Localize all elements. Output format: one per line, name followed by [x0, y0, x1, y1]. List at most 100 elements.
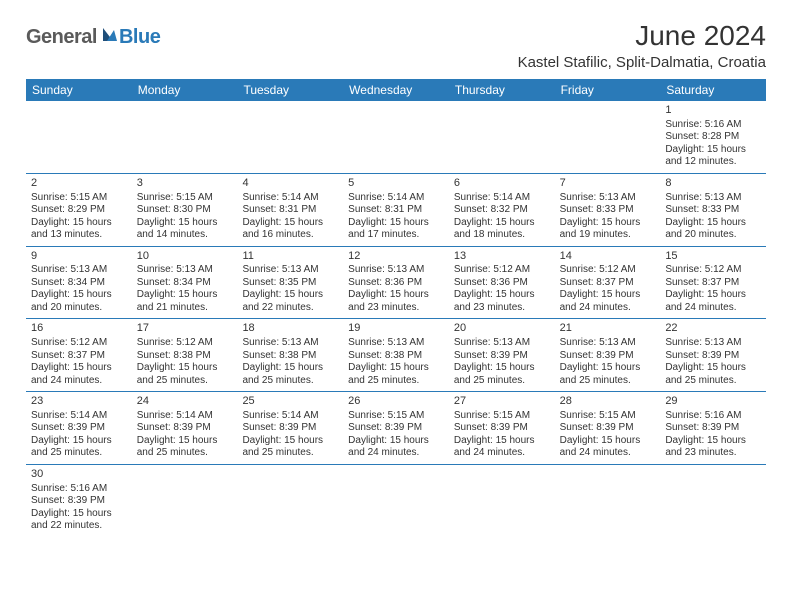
daylight-line-2: and 22 minutes.	[31, 520, 127, 533]
sunrise-label: Sunrise:	[560, 337, 599, 348]
logo-text-general: General	[26, 26, 97, 49]
sunrise-label: Sunrise:	[31, 264, 70, 275]
day-number: 8	[665, 177, 761, 191]
hours-word: hours	[612, 289, 640, 300]
daylight-label: Daylight:	[348, 217, 390, 228]
logo-sail-icon	[101, 26, 119, 49]
and-word: and	[560, 302, 579, 313]
day-number: 14	[560, 250, 656, 264]
daylight-line-1: Daylight: 15 hours	[454, 217, 550, 230]
daylight-line-1: Daylight: 15 hours	[31, 289, 127, 302]
minutes-word: minutes.	[696, 229, 737, 240]
minutes-word: minutes.	[484, 447, 525, 458]
sunrise-line: Sunrise: 5:14 AM	[454, 192, 550, 205]
daylight-minutes: 19	[579, 229, 590, 240]
minutes-word: minutes.	[379, 447, 420, 458]
and-word: and	[137, 229, 156, 240]
sunset-line: Sunset: 8:34 PM	[31, 277, 127, 290]
day-number: 9	[31, 250, 127, 264]
day-cell: 20Sunrise: 5:13 AMSunset: 8:39 PMDayligh…	[449, 319, 555, 391]
day-cell: 10Sunrise: 5:13 AMSunset: 8:34 PMDayligh…	[132, 247, 238, 319]
daylight-label: Daylight:	[665, 217, 707, 228]
sunset-value: 8:31 PM	[279, 204, 316, 215]
sunset-line: Sunset: 8:39 PM	[137, 422, 233, 435]
and-word: and	[560, 447, 579, 458]
weekday-header: Sunday	[26, 79, 132, 101]
sunrise-line: Sunrise: 5:14 AM	[348, 192, 444, 205]
sunset-label: Sunset:	[31, 422, 68, 433]
sunrise-value: 5:15 AM	[599, 410, 636, 421]
blank-cell	[343, 101, 449, 173]
and-word: and	[137, 302, 156, 313]
and-word: and	[31, 520, 50, 531]
day-number: 25	[242, 395, 338, 409]
daylight-minutes: 24	[685, 302, 696, 313]
sunset-label: Sunset:	[665, 350, 702, 361]
sunset-line: Sunset: 8:31 PM	[242, 204, 338, 217]
sunset-value: 8:38 PM	[385, 350, 422, 361]
sunset-line: Sunset: 8:39 PM	[560, 422, 656, 435]
and-word: and	[137, 375, 156, 386]
and-word: and	[454, 229, 473, 240]
sunset-line: Sunset: 8:39 PM	[665, 350, 761, 363]
daylight-label: Daylight:	[31, 217, 73, 228]
sunrise-value: 5:14 AM	[388, 192, 425, 203]
sunset-value: 8:39 PM	[702, 350, 739, 361]
day-number: 21	[560, 322, 656, 336]
sunset-value: 8:38 PM	[279, 350, 316, 361]
daylight-label: Daylight:	[560, 435, 602, 446]
week-row: 30Sunrise: 5:16 AMSunset: 8:39 PMDayligh…	[26, 465, 766, 537]
blank-cell	[343, 465, 449, 537]
hours-word: hours	[612, 435, 640, 446]
sunrise-label: Sunrise:	[560, 410, 599, 421]
daylight-label: Daylight:	[137, 217, 179, 228]
daylight-minutes: 20	[685, 229, 696, 240]
hours-word: hours	[84, 362, 112, 373]
daylight-line-1: Daylight: 15 hours	[665, 289, 761, 302]
sunset-value: 8:36 PM	[385, 277, 422, 288]
logo: General Blue	[26, 26, 160, 49]
sunrise-label: Sunrise:	[665, 192, 704, 203]
daylight-line-1: Daylight: 15 hours	[242, 435, 338, 448]
sunrise-value: 5:13 AM	[705, 337, 742, 348]
minutes-word: minutes.	[167, 375, 208, 386]
daylight-line-2: and 20 minutes.	[665, 229, 761, 242]
weeks-container: 1Sunrise: 5:16 AMSunset: 8:28 PMDaylight…	[26, 101, 766, 537]
hours-word: hours	[507, 435, 535, 446]
daylight-hours: 15	[601, 435, 612, 446]
daylight-line-2: and 16 minutes.	[242, 229, 338, 242]
sunrise-label: Sunrise:	[348, 192, 387, 203]
hours-word: hours	[190, 217, 218, 228]
daylight-hours: 15	[178, 217, 189, 228]
sunrise-label: Sunrise:	[665, 410, 704, 421]
sunset-value: 8:39 PM	[596, 422, 633, 433]
hours-word: hours	[401, 289, 429, 300]
daylight-hours: 15	[284, 362, 295, 373]
daylight-hours: 15	[73, 289, 84, 300]
sunrise-value: 5:12 AM	[493, 264, 530, 275]
sunrise-value: 5:13 AM	[282, 337, 319, 348]
sunset-label: Sunset:	[454, 350, 491, 361]
sunset-value: 8:30 PM	[173, 204, 210, 215]
sunset-value: 8:39 PM	[702, 422, 739, 433]
daylight-minutes: 24	[50, 375, 61, 386]
daylight-minutes: 17	[368, 229, 379, 240]
daylight-line-1: Daylight: 15 hours	[137, 289, 233, 302]
sunrise-line: Sunrise: 5:16 AM	[665, 410, 761, 423]
minutes-word: minutes.	[696, 156, 737, 167]
daylight-minutes: 25	[262, 447, 273, 458]
sunset-line: Sunset: 8:38 PM	[348, 350, 444, 363]
sunrise-line: Sunrise: 5:13 AM	[137, 264, 233, 277]
daylight-line-2: and 23 minutes.	[665, 447, 761, 460]
sunset-value: 8:39 PM	[596, 350, 633, 361]
sunrise-value: 5:16 AM	[70, 483, 107, 494]
daylight-line-1: Daylight: 15 hours	[348, 435, 444, 448]
day-number: 7	[560, 177, 656, 191]
sunrise-value: 5:14 AM	[282, 192, 319, 203]
daylight-hours: 15	[496, 217, 507, 228]
sunrise-label: Sunrise:	[31, 410, 70, 421]
and-word: and	[31, 302, 50, 313]
minutes-word: minutes.	[167, 302, 208, 313]
and-word: and	[31, 229, 50, 240]
day-cell: 30Sunrise: 5:16 AMSunset: 8:39 PMDayligh…	[26, 465, 132, 537]
